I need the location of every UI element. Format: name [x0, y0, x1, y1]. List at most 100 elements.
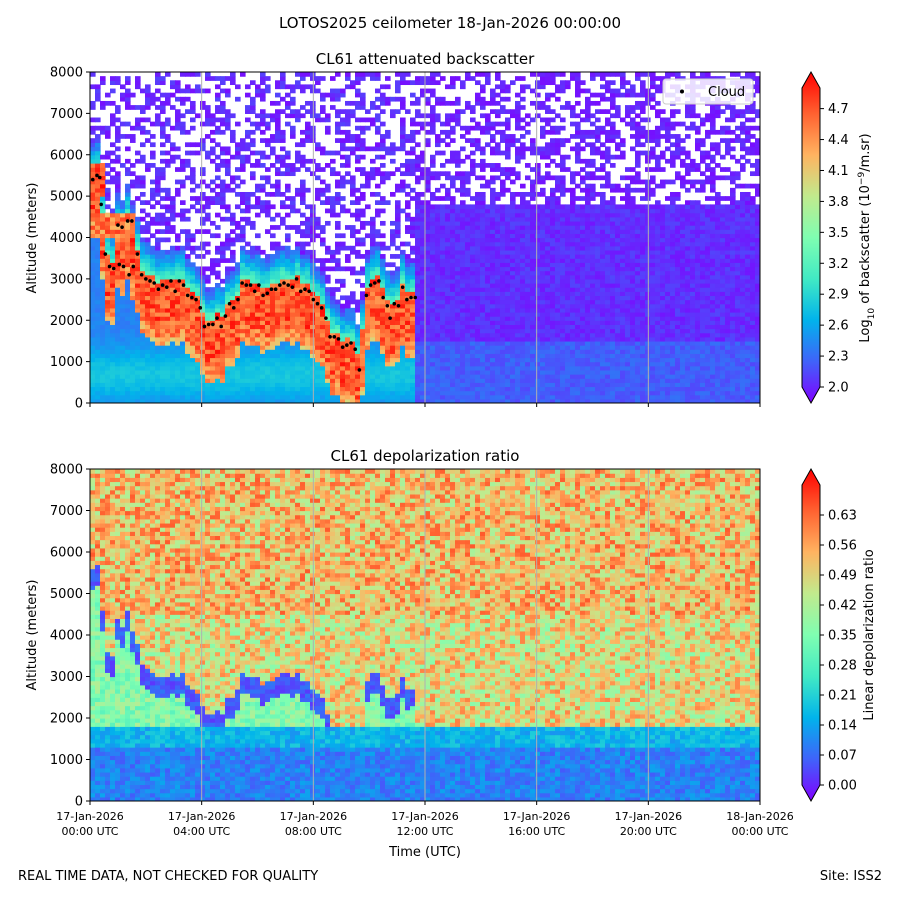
- backscatter-cell: [125, 191, 131, 197]
- backscatter-cell: [480, 283, 486, 288]
- backscatter-cell: [215, 96, 221, 102]
- backscatter-cell: [460, 270, 466, 276]
- backscatter-cell: [95, 204, 101, 210]
- backscatter-cell: [340, 382, 346, 388]
- backscatter-cell: [370, 270, 376, 276]
- backscatter-cell: [120, 382, 126, 388]
- backscatter-cell: [430, 349, 436, 354]
- backscatter-cell: [400, 349, 406, 354]
- backscatter-cell: [495, 150, 501, 156]
- backscatter-cell: [465, 241, 471, 247]
- backscatter-cell: [490, 191, 496, 197]
- backscatter-cell: [125, 245, 131, 251]
- backscatter-cell: [430, 241, 436, 247]
- backscatter-cell: [335, 287, 341, 292]
- backscatter-cell: [415, 324, 421, 330]
- backscatter-cell: [360, 398, 366, 403]
- backscatter-cell: [345, 258, 351, 263]
- backscatter-cell: [285, 270, 291, 276]
- backscatter-cell: [305, 287, 311, 292]
- backscatter-cell: [255, 357, 261, 363]
- backscatter-cell: [135, 386, 141, 392]
- backscatter-cell: [250, 332, 256, 338]
- backscatter-cell: [460, 216, 466, 222]
- backscatter-cell: [355, 340, 361, 346]
- backscatter-cell: [425, 200, 431, 205]
- backscatter-cell: [205, 378, 211, 383]
- backscatter-cell: [300, 154, 306, 160]
- backscatter-cell: [200, 254, 206, 259]
- backscatter-cell: [365, 291, 371, 297]
- backscatter-cell: [440, 212, 446, 218]
- backscatter-cell: [420, 291, 426, 297]
- backscatter-cell: [335, 398, 341, 403]
- backscatter-cell: [385, 245, 391, 251]
- backscatter-cell: [305, 225, 311, 230]
- backscatter-cell: [430, 278, 436, 284]
- backscatter-cell: [475, 121, 481, 127]
- backscatter-cell: [180, 216, 186, 222]
- backscatter-cell: [150, 121, 156, 127]
- backscatter-cell: [515, 262, 521, 268]
- backscatter-cell: [115, 134, 121, 139]
- backscatter-cell: [140, 200, 146, 205]
- backscatter-cell: [375, 245, 381, 251]
- backscatter-cell: [155, 187, 161, 193]
- backscatter-cell: [290, 336, 296, 342]
- backscatter-cell: [370, 365, 376, 371]
- backscatter-cell: [450, 200, 456, 205]
- backscatter-cell: [130, 204, 136, 210]
- backscatter-cell: [420, 88, 426, 94]
- backscatter-cell: [420, 345, 426, 350]
- backscatter-cell: [140, 142, 146, 148]
- backscatter-cell: [240, 254, 246, 259]
- backscatter-cell: [450, 216, 456, 222]
- backscatter-cell: [355, 125, 361, 131]
- backscatter-cell: [435, 72, 441, 77]
- backscatter-cell: [415, 96, 421, 102]
- backscatter-cell: [175, 254, 181, 259]
- backscatter-cell: [320, 357, 326, 363]
- backscatter-cell: [245, 262, 251, 268]
- backscatter-cell: [220, 146, 226, 152]
- backscatter-cell: [120, 386, 126, 392]
- backscatter-cell: [95, 270, 101, 276]
- backscatter-cell: [470, 138, 476, 143]
- backscatter-cell: [200, 278, 206, 284]
- backscatter-cell: [125, 291, 131, 297]
- backscatter-cell: [145, 394, 151, 400]
- backscatter-cell: [390, 324, 396, 330]
- backscatter-cell: [380, 163, 386, 168]
- backscatter-cell: [465, 233, 471, 239]
- backscatter-cell: [280, 283, 286, 288]
- backscatter-cell: [135, 150, 141, 156]
- backscatter-cell: [505, 167, 511, 172]
- backscatter-cell: [295, 109, 301, 114]
- backscatter-cell: [520, 262, 526, 268]
- backscatter-cell: [365, 386, 371, 392]
- backscatter-cell: [130, 270, 136, 276]
- backscatter-cell: [155, 382, 161, 388]
- backscatter-cell: [475, 374, 481, 379]
- backscatter-cell: [280, 324, 286, 330]
- backscatter-cell: [445, 274, 451, 280]
- backscatter-cell: [90, 398, 96, 403]
- backscatter-cell: [460, 324, 466, 330]
- backscatter-cell: [130, 299, 136, 305]
- backscatter-cell: [285, 357, 291, 363]
- backscatter-cell: [155, 171, 161, 177]
- backscatter-cell: [415, 200, 421, 205]
- backscatter-cell: [120, 241, 126, 247]
- backscatter-cell: [515, 171, 521, 177]
- backscatter-cell: [520, 295, 526, 301]
- backscatter-cell: [245, 278, 251, 284]
- backscatter-cell: [250, 220, 256, 226]
- backscatter-cell: [505, 274, 511, 280]
- backscatter-cell: [385, 299, 391, 305]
- backscatter-cell: [105, 291, 111, 297]
- backscatter-cell: [245, 349, 251, 354]
- backscatter-cell: [400, 361, 406, 367]
- backscatter-cell: [310, 171, 316, 177]
- backscatter-cell: [345, 357, 351, 363]
- backscatter-cell: [465, 357, 471, 363]
